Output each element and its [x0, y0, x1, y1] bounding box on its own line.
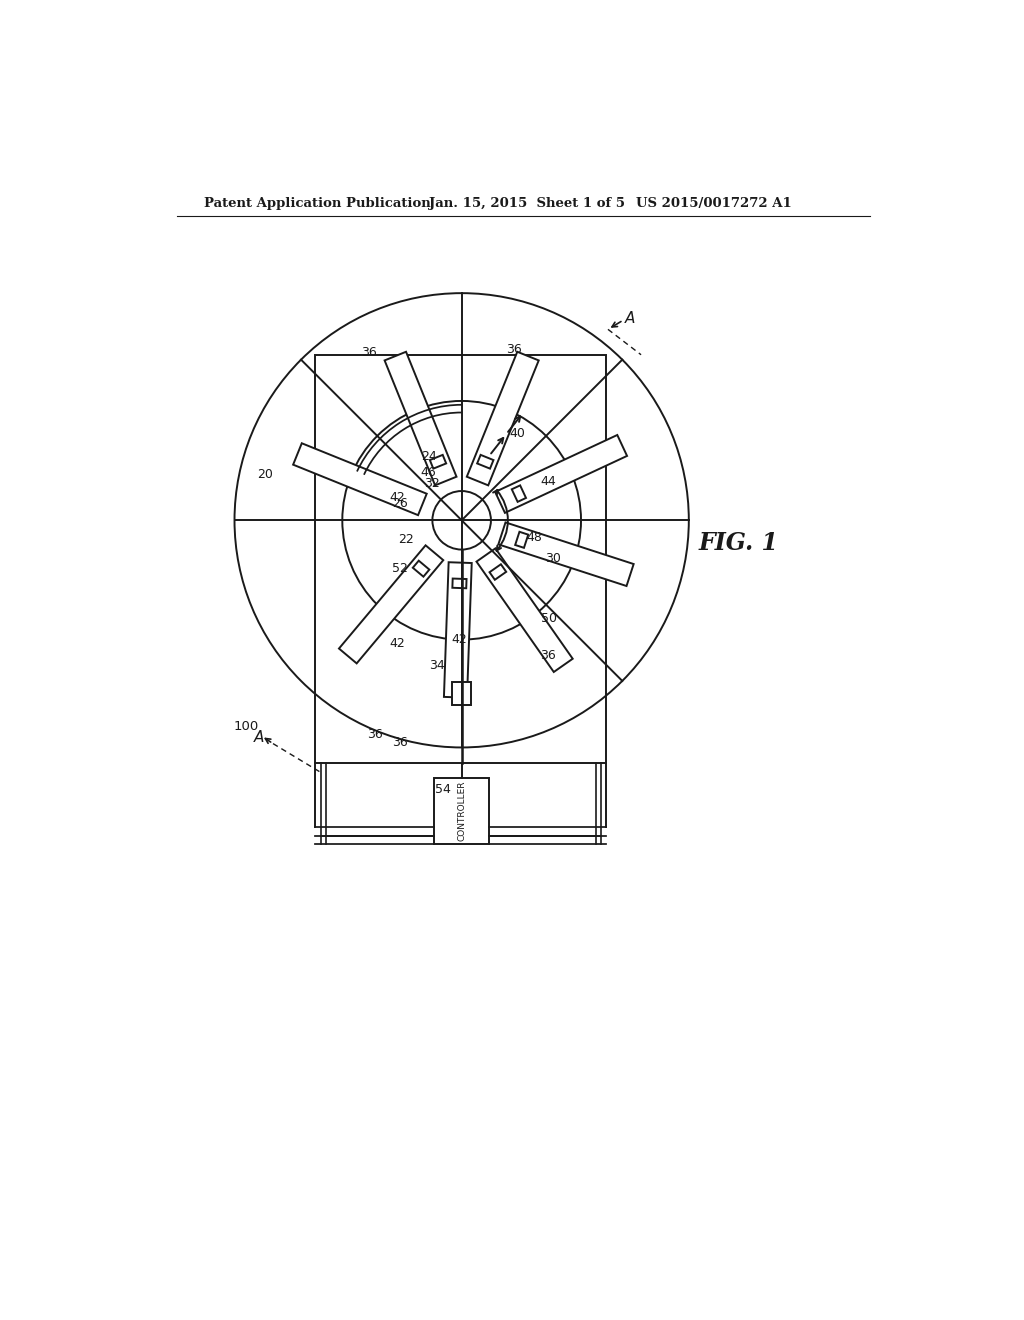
Text: 36: 36: [368, 727, 383, 741]
Polygon shape: [476, 548, 572, 672]
Polygon shape: [339, 545, 443, 664]
Text: 50: 50: [541, 612, 557, 626]
Polygon shape: [385, 351, 457, 486]
Text: 42: 42: [389, 491, 404, 504]
Text: 36: 36: [392, 735, 408, 748]
Text: 42: 42: [452, 634, 467, 647]
Bar: [453, 682, 471, 705]
Text: 24: 24: [422, 450, 437, 463]
Text: A: A: [625, 312, 635, 326]
Text: US 2015/0017272 A1: US 2015/0017272 A1: [636, 197, 792, 210]
Text: 26: 26: [392, 496, 408, 510]
Text: 46: 46: [420, 466, 435, 479]
Polygon shape: [489, 564, 506, 579]
Text: 40: 40: [509, 426, 525, 440]
Text: 20: 20: [257, 467, 273, 480]
Polygon shape: [515, 532, 528, 548]
Text: Patent Application Publication: Patent Application Publication: [204, 197, 430, 210]
Polygon shape: [499, 523, 634, 586]
Polygon shape: [293, 444, 427, 515]
Text: 52: 52: [392, 562, 408, 576]
Text: 42: 42: [389, 638, 404, 649]
Text: A: A: [254, 730, 264, 744]
Text: 22: 22: [398, 533, 414, 546]
Polygon shape: [477, 455, 494, 469]
Text: 30: 30: [545, 552, 560, 565]
Text: 36: 36: [540, 648, 556, 661]
Text: FIG. 1: FIG. 1: [698, 532, 779, 556]
Polygon shape: [444, 562, 472, 698]
Text: CONTROLLER: CONTROLLER: [457, 780, 466, 841]
Polygon shape: [467, 351, 539, 486]
Polygon shape: [413, 561, 429, 577]
Text: 36: 36: [361, 346, 377, 359]
Text: 34: 34: [429, 659, 444, 672]
Text: Jan. 15, 2015  Sheet 1 of 5: Jan. 15, 2015 Sheet 1 of 5: [429, 197, 626, 210]
Polygon shape: [453, 578, 467, 589]
Polygon shape: [430, 455, 446, 469]
Text: 32: 32: [425, 477, 440, 490]
Text: 36: 36: [506, 343, 522, 356]
Polygon shape: [496, 436, 627, 513]
Polygon shape: [512, 486, 526, 502]
Bar: [315, 355, 606, 763]
Text: 100: 100: [233, 721, 259, 733]
Bar: [434, 779, 489, 843]
Text: 44: 44: [540, 475, 556, 488]
Text: 48: 48: [526, 531, 542, 544]
Text: 54: 54: [435, 783, 452, 796]
